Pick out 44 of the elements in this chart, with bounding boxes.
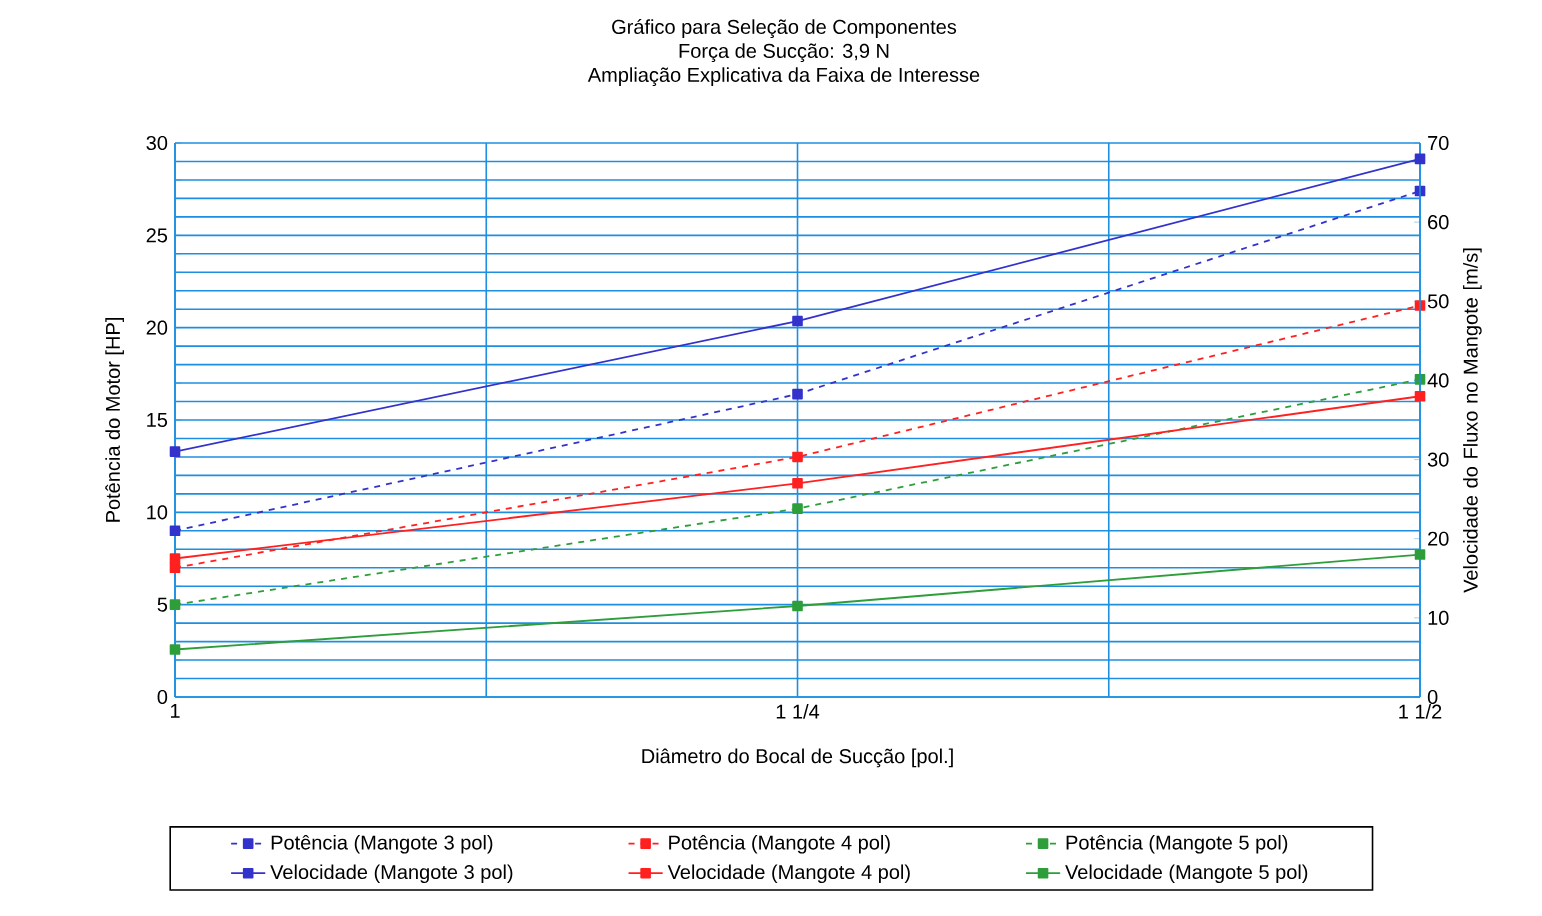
legend-label: Velocidade (Mangote 3 pol) [270, 864, 513, 884]
legend-label: Velocidade (Mangote 5 pol) [1065, 864, 1308, 884]
y2-tick-label: 60 [1428, 215, 1449, 230]
y2-tick-label: 0 [1427, 689, 1438, 705]
y-tick-label: 30 [146, 135, 168, 151]
y2-tick-label: 40 [1427, 373, 1449, 388]
x-axis-title: Diâmetro do Bocal de Sucção [pol.] [642, 748, 953, 768]
point [169, 644, 181, 655]
point [792, 478, 803, 489]
point [1414, 153, 1426, 165]
point [792, 451, 803, 463]
point [169, 525, 181, 537]
point [792, 388, 803, 400]
legend-label: Potência (Mangote 5 pol) [1066, 834, 1288, 854]
y-tick-label: 5 [157, 597, 168, 612]
y-tick-label: 25 [146, 228, 168, 243]
text: Ampliação Explicativa da Faixa de Interesse [587, 67, 980, 87]
x-tick-label: 1 1/4 [776, 704, 820, 719]
legend-label: Potência (Mangote 3 pol) [271, 834, 493, 854]
legend-label: Velocidade (Mangote 4 pol) [667, 864, 910, 884]
y2-tick-label: 10 [1428, 610, 1449, 625]
y-tick-label: 10 [147, 505, 168, 520]
y2-tick-label: 30 [1427, 452, 1449, 467]
y-tick-label: 15 [147, 413, 168, 427]
y-tick-label: 20 [146, 320, 168, 335]
chart-title: Gráfico para Seleção de Componentes [612, 19, 957, 39]
chart-subtitle: Força de Sucção: 3,9 N [679, 43, 889, 63]
point [1414, 549, 1426, 560]
point [169, 599, 181, 610]
y2-tick-label: 20 [1428, 531, 1449, 546]
point [1414, 390, 1426, 402]
point [792, 315, 803, 327]
y-axis-title: Potência do Motor [HP] [105, 318, 124, 522]
point [792, 600, 803, 612]
point [169, 553, 181, 564]
y2-tick-label: 50 [1427, 294, 1449, 309]
y-tick-label: 0 [157, 689, 168, 705]
legend-label: Potência (Mangote 4 pol) [669, 834, 890, 854]
point [169, 446, 181, 457]
point [792, 503, 803, 514]
y2-tick-label: 70 [1428, 135, 1449, 151]
x-tick-label: 1 [170, 704, 180, 718]
x-tick-label: 1 1/2 [1399, 704, 1442, 719]
y2-axis-title: Velocidade do Fluxo no Mangote [m/s] [1463, 248, 1482, 593]
